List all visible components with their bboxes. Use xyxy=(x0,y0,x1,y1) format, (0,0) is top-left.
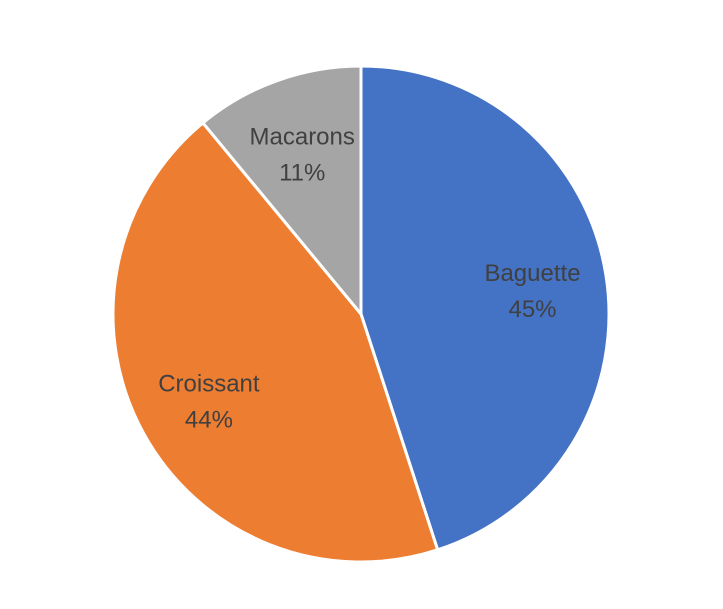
data-label-name-baguette: Baguette xyxy=(484,260,580,287)
data-label-value-croissant: 44% xyxy=(185,407,233,434)
pie-slice-macarons xyxy=(201,64,363,316)
data-label-value-macarons: 11% xyxy=(279,160,325,187)
pie-slices xyxy=(111,64,611,564)
pie-slice-baguette xyxy=(359,64,611,552)
data-label-name-macarons: Macarons xyxy=(250,124,355,151)
data-label-name-croissant: Croissant xyxy=(158,371,260,398)
pie-data-labels: Baguette 45% Croissant 44% Macarons 11% xyxy=(158,124,580,434)
pie-slice-croissant xyxy=(111,121,440,564)
data-label-value-baguette: 45% xyxy=(508,296,556,323)
